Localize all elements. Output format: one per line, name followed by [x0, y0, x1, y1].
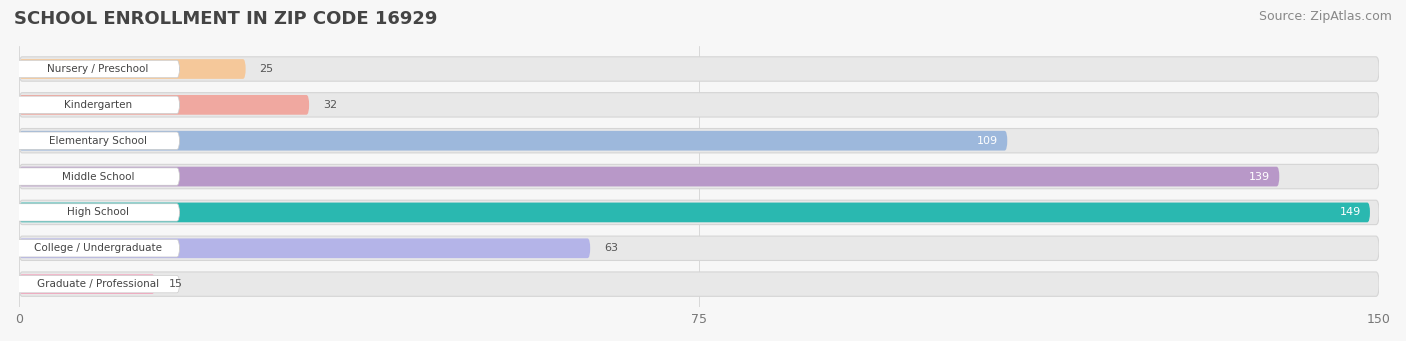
Text: SCHOOL ENROLLMENT IN ZIP CODE 16929: SCHOOL ENROLLMENT IN ZIP CODE 16929 [14, 10, 437, 28]
FancyBboxPatch shape [20, 129, 1379, 153]
FancyBboxPatch shape [20, 59, 246, 79]
FancyBboxPatch shape [20, 57, 1379, 81]
FancyBboxPatch shape [20, 236, 1379, 261]
Text: Middle School: Middle School [62, 172, 134, 181]
FancyBboxPatch shape [20, 93, 1379, 117]
FancyBboxPatch shape [17, 204, 180, 221]
FancyBboxPatch shape [17, 240, 180, 257]
Text: College / Undergraduate: College / Undergraduate [34, 243, 162, 253]
FancyBboxPatch shape [20, 203, 1369, 222]
Text: Elementary School: Elementary School [49, 136, 146, 146]
Text: High School: High School [67, 207, 129, 218]
FancyBboxPatch shape [20, 167, 1279, 187]
FancyBboxPatch shape [20, 272, 1379, 296]
FancyBboxPatch shape [20, 238, 591, 258]
FancyBboxPatch shape [20, 200, 1379, 225]
FancyBboxPatch shape [17, 276, 180, 293]
Text: 15: 15 [169, 279, 183, 289]
Text: Graduate / Professional: Graduate / Professional [37, 279, 159, 289]
FancyBboxPatch shape [17, 96, 180, 114]
Text: 139: 139 [1249, 172, 1270, 181]
Text: 32: 32 [323, 100, 337, 110]
Text: Source: ZipAtlas.com: Source: ZipAtlas.com [1258, 10, 1392, 23]
Text: 109: 109 [977, 136, 998, 146]
Text: Nursery / Preschool: Nursery / Preschool [48, 64, 149, 74]
FancyBboxPatch shape [20, 164, 1379, 189]
FancyBboxPatch shape [20, 274, 155, 294]
Text: 149: 149 [1340, 207, 1361, 218]
FancyBboxPatch shape [17, 60, 180, 78]
FancyBboxPatch shape [17, 132, 180, 149]
FancyBboxPatch shape [20, 131, 1007, 151]
FancyBboxPatch shape [20, 95, 309, 115]
Text: 25: 25 [259, 64, 273, 74]
Text: Kindergarten: Kindergarten [63, 100, 132, 110]
Text: 63: 63 [603, 243, 617, 253]
FancyBboxPatch shape [17, 168, 180, 185]
